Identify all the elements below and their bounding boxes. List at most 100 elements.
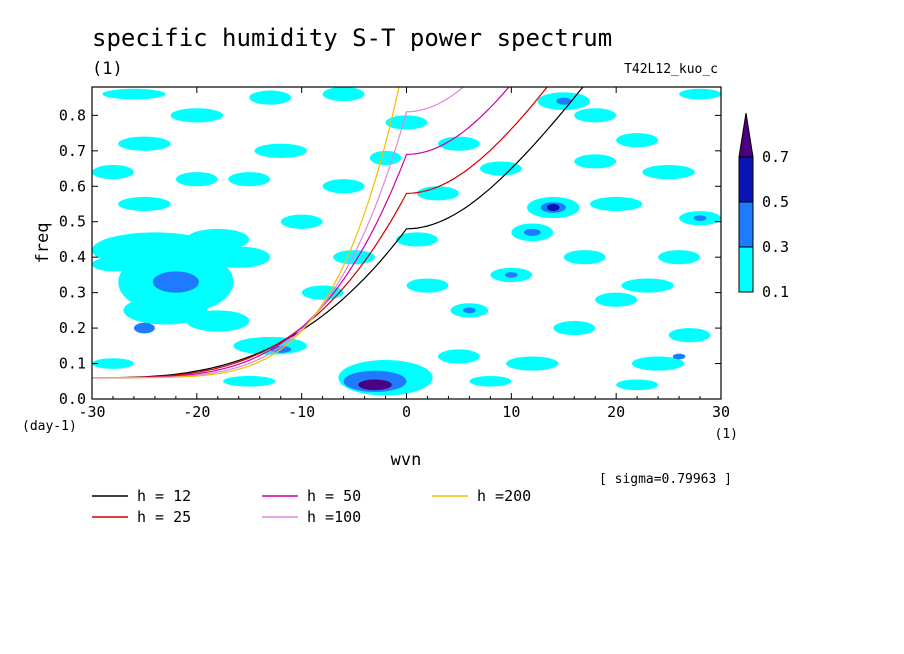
contour-blob-47 — [406, 278, 449, 293]
colorbar-label: 0.5 — [762, 193, 789, 211]
y-axis-label: freq — [33, 223, 53, 264]
contour-blob-7 — [186, 310, 250, 332]
legend-label-h100: h =100 — [307, 508, 361, 526]
contour-blob-33 — [574, 108, 617, 123]
contour-blob-17 — [102, 88, 166, 100]
contour-blob-51 — [616, 133, 659, 148]
y-tick-label: 0.7 — [59, 142, 86, 160]
contour-blob-22 — [254, 143, 307, 158]
contour-blob-0 — [358, 379, 392, 391]
contour-blob-64 — [616, 379, 659, 391]
contour-blob-49 — [437, 136, 480, 151]
contour-blob-45 — [506, 356, 559, 371]
sigma-note: [ sigma=0.79963 ] — [599, 472, 732, 487]
contour-blob-50 — [479, 161, 522, 176]
x-tick-label: 10 — [502, 403, 520, 421]
contour-blob-21 — [322, 179, 365, 194]
contour-blob-14 — [92, 165, 134, 180]
y-axis: 0.0 0.1 0.2 0.3 0.4 0.5 0.6 0.7 0.8 — [59, 106, 721, 408]
x-axis: -30 -20 -10 0 10 20 30 — [78, 87, 730, 421]
chart-title: specific humidity S-T power spectrum — [92, 24, 612, 52]
contour-blob-28 — [505, 272, 518, 278]
contour-blob-52 — [679, 88, 721, 100]
y-tick-label: 0.6 — [59, 177, 86, 195]
contour-blob-58 — [416, 186, 459, 201]
contour-blob-26 — [523, 228, 541, 236]
contour-blob-46 — [437, 349, 480, 364]
contour-blob-65 — [92, 358, 134, 369]
contour-blob-36 — [589, 196, 643, 212]
y-tick-label: 0.3 — [59, 284, 86, 302]
contour-blob-3 — [152, 271, 199, 293]
contour-blob-30 — [693, 215, 707, 222]
y-tick-label: 0.8 — [59, 106, 86, 124]
x-tick-label: 30 — [712, 403, 730, 421]
contour-blob-63 — [469, 375, 512, 387]
contour-fill-layer — [92, 87, 721, 396]
dispersion-curve-h200 — [92, 87, 400, 379]
contour-blob-37 — [563, 250, 606, 265]
run-label: T42L12_kuo_c — [624, 62, 718, 77]
y-tick-label: 0.1 — [59, 355, 86, 373]
colorbar-segment-2 — [738, 156, 754, 203]
y-tick-label: 0.0 — [59, 390, 86, 408]
contour-blob-54 — [333, 250, 376, 265]
contour-blob-38 — [621, 278, 674, 293]
dispersion-curve-h100 — [92, 87, 465, 379]
contour-blob-56 — [118, 196, 171, 212]
x-tick-label: -30 — [78, 403, 105, 421]
contour-blob-6 — [123, 296, 208, 325]
y-tick-label: 0.2 — [59, 319, 86, 337]
colorbar-segment-0 — [738, 246, 754, 293]
colorbar-segment-3 — [738, 112, 754, 158]
legend-label-h200: h =200 — [477, 487, 531, 505]
y-tick-label: 0.4 — [59, 248, 86, 266]
contour-blob-16 — [170, 108, 224, 123]
contour-blob-19 — [322, 87, 365, 102]
legend: h = 12 h = 25 h = 50 h =100 h =200 — [92, 487, 531, 526]
x-axis-units: (1) — [715, 427, 738, 442]
dispersion-curve-h25 — [92, 87, 548, 379]
contour-blob-55 — [280, 214, 323, 229]
x-axis-label: wvn — [391, 450, 422, 470]
contour-blob-18 — [249, 90, 292, 105]
contour-blob-10 — [233, 336, 307, 355]
contour-blob-13 — [92, 257, 134, 272]
contour-blob-43 — [672, 353, 686, 360]
contour-blob-44 — [631, 356, 685, 371]
contour-blob-32 — [642, 165, 695, 180]
x-tick-label: -20 — [183, 403, 210, 421]
legend-label-h12: h = 12 — [137, 487, 191, 505]
dispersion-curve-h12 — [92, 87, 584, 379]
y-tick-label: 0.5 — [59, 213, 86, 231]
contour-blob-34 — [556, 97, 572, 105]
contour-blob-11 — [207, 246, 271, 268]
contour-blob-61 — [595, 292, 638, 307]
dispersion-curve-h50 — [92, 87, 510, 379]
contour-blob-48 — [396, 232, 438, 247]
contour-blob-20 — [228, 172, 271, 187]
contour-blob-15 — [118, 136, 171, 151]
contour-blob-8 — [133, 322, 155, 334]
colorbar-segment-1 — [738, 201, 754, 248]
contour-blob-66 — [385, 115, 428, 130]
colorbar-label: 0.7 — [762, 148, 789, 166]
contour-blob-57 — [175, 172, 218, 187]
legend-label-h50: h = 50 — [307, 487, 361, 505]
colorbar-label: 0.3 — [762, 238, 789, 256]
contour-blob-60 — [658, 250, 701, 265]
contour-blob-23 — [546, 204, 560, 212]
dispersion-curves-layer — [92, 87, 584, 379]
legend-label-h25: h = 25 — [137, 508, 191, 526]
y-axis-units: (day-1) — [22, 419, 77, 434]
contour-blob-12 — [186, 228, 250, 251]
x-tick-label: -10 — [288, 403, 315, 421]
x-tick-label: 0 — [402, 403, 411, 421]
contour-blob-62 — [223, 375, 276, 387]
colorbar: 0.1 0.3 0.5 0.7 — [738, 112, 789, 301]
contour-blob-59 — [574, 154, 617, 169]
title-units: (1) — [92, 59, 123, 79]
contour-blob-41 — [463, 307, 476, 314]
colorbar-label: 0.1 — [762, 283, 789, 301]
